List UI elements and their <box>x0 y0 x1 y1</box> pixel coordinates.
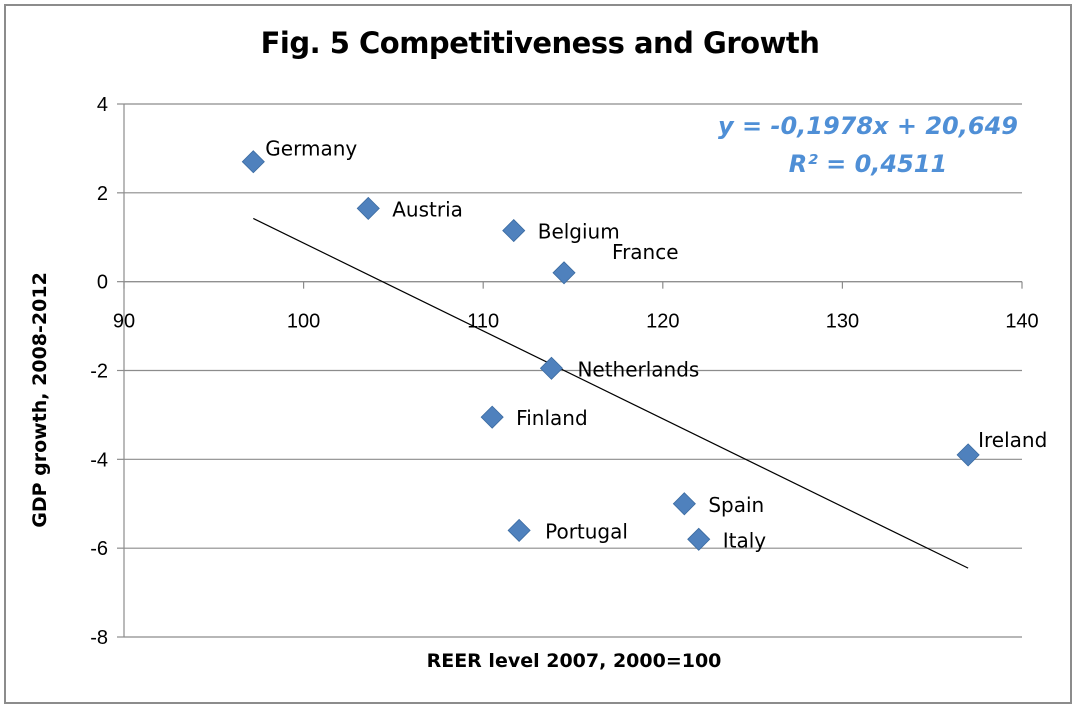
chart-title: Fig. 5 Competitiveness and Growth <box>260 26 820 60</box>
y-tick-label: 0 <box>97 272 108 294</box>
data-point-portugal <box>507 518 531 542</box>
chart-frame <box>4 4 1072 704</box>
gridlines <box>124 103 1022 638</box>
data-point-austria <box>356 196 380 220</box>
point-label-germany: Germany <box>265 137 357 161</box>
x-axis-title: REER level 2007, 2000=100 <box>427 650 722 672</box>
y-tick-label: 2 <box>97 183 108 205</box>
data-point-finland <box>480 405 504 429</box>
y-tick-label: -2 <box>90 361 108 383</box>
point-label-spain: Spain <box>708 493 764 517</box>
point-label-belgium: Belgium <box>538 220 620 244</box>
data-point-germany <box>241 150 265 174</box>
y-tick-label: -4 <box>90 449 108 471</box>
data-point-spain <box>672 492 696 516</box>
x-tick-label: 120 <box>646 311 679 333</box>
y-tick-label: -6 <box>90 538 108 560</box>
point-label-italy: Italy <box>723 528 767 552</box>
data-point-netherlands <box>539 356 564 380</box>
data-point-italy <box>687 527 711 551</box>
x-tick-label: 110 <box>467 311 499 333</box>
x-axis-ticks: 90 100 110 120 130 140 <box>113 281 1039 333</box>
data-point-france <box>552 261 576 285</box>
point-label-finland: Finland <box>516 406 587 430</box>
trendline <box>253 217 969 569</box>
point-label-netherlands: Netherlands <box>577 357 699 381</box>
data-point-belgium <box>502 219 526 243</box>
x-tick-label: 100 <box>287 311 320 333</box>
data-point-ireland <box>956 443 980 467</box>
point-label-ireland: Ireland <box>978 428 1047 452</box>
data-points <box>241 150 980 551</box>
r-squared-label: R² = 0,4511 <box>789 150 947 178</box>
x-tick-label: 130 <box>826 311 859 333</box>
y-tick-label: 4 <box>97 94 108 116</box>
trendline-equation: y = -0,1978x + 20,649 <box>718 112 1018 140</box>
point-label-austria: Austria <box>392 197 463 221</box>
point-label-france: France <box>612 240 679 264</box>
x-tick-label: 140 <box>1005 311 1038 333</box>
point-label-portugal: Portugal <box>545 519 628 543</box>
y-axis-ticks: 4 2 0 -2 -4 -6 -8 <box>90 94 124 649</box>
y-axis-title: GDP growth, 2008-2012 <box>29 272 51 528</box>
x-tick-label: 90 <box>113 311 135 333</box>
y-tick-label: -8 <box>90 627 108 649</box>
